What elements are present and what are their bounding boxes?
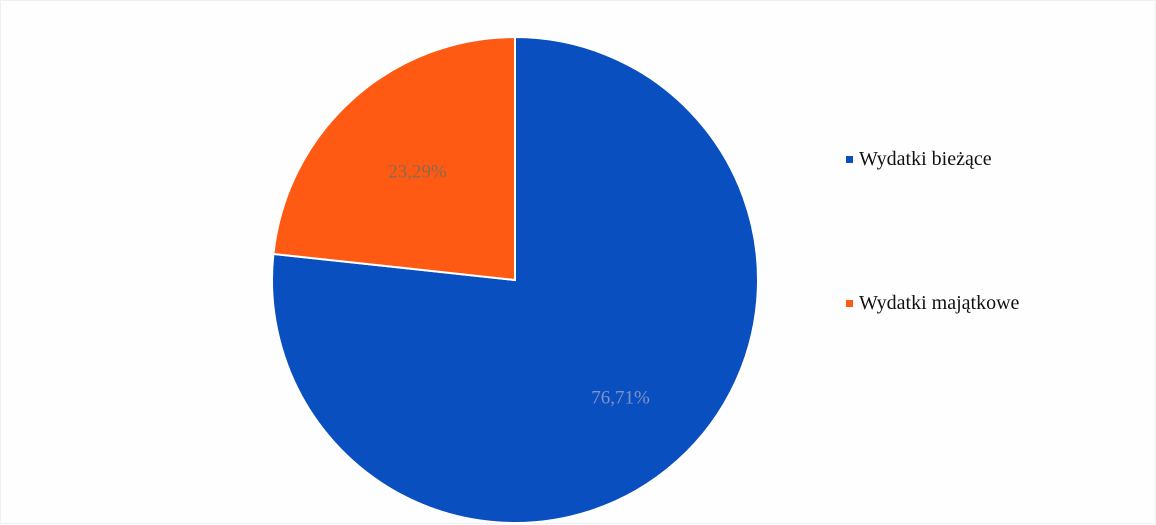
- legend-marker-majatkowe: [846, 299, 853, 307]
- pie-slice-2: [272, 35, 516, 282]
- legend-item-biezace: Wydatki bieżące: [846, 141, 1019, 177]
- slice-data-label-2: 23,29%: [388, 162, 447, 183]
- legend-label-majatkowe: Wydatki majątkowe: [859, 291, 1020, 314]
- legend-label-biezace: Wydatki bieżące: [859, 147, 992, 170]
- legend: Wydatki bieżące Wydatki majątkowe: [846, 141, 1019, 429]
- slice-data-label-1: 76,71%: [591, 388, 650, 409]
- legend-marker-biezace: [846, 155, 853, 163]
- legend-item-majatkowe: Wydatki majątkowe: [846, 285, 1019, 321]
- pie-slice-1: [271, 35, 759, 524]
